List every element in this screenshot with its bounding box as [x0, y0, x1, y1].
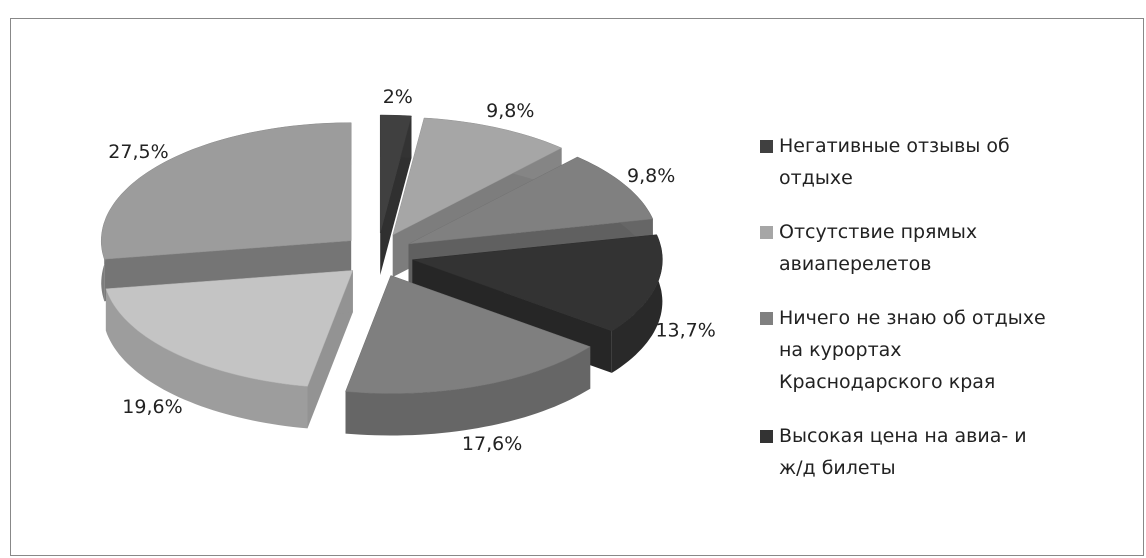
legend-item: Отсутствие прямых авиаперелетов [760, 216, 1050, 280]
slice [379, 114, 412, 234]
legend-label: Отсутствие прямых авиаперелетов [779, 221, 978, 275]
data-label: 2% [383, 86, 413, 108]
data-label: 17,6% [462, 433, 522, 455]
data-label: 27,5% [108, 141, 168, 163]
data-label: 9,8% [486, 100, 534, 122]
slice-wall [345, 346, 591, 436]
legend-label: Негативные отзывы об отдыхе [779, 135, 1010, 189]
slice-group [345, 275, 591, 436]
chart-frame [10, 18, 1144, 556]
slice [408, 156, 654, 245]
legend-swatch [760, 140, 773, 153]
legend-swatch [760, 430, 773, 443]
slice [412, 234, 663, 332]
slice [345, 275, 591, 394]
data-label: 19,6% [122, 396, 182, 418]
legend-label: Ничего не знаю об отдыхе на курортах Кра… [779, 307, 1046, 393]
legend-swatch [760, 226, 773, 239]
slice-wall [611, 234, 663, 373]
data-label: 13,7% [655, 319, 715, 341]
legend-item: Ничего не знаю об отдыхе на курортах Кра… [760, 302, 1050, 398]
data-label: 9,8% [627, 165, 675, 187]
legend-label: Высокая цена на авиа- и ж/д билеты [779, 425, 1027, 479]
slice-group [379, 114, 412, 275]
legend: Негативные отзывы об отдыхе Отсутствие пр… [760, 130, 1050, 506]
legend-item: Высокая цена на авиа- и ж/д билеты [760, 420, 1050, 484]
slice-group [105, 270, 354, 429]
legend-item: Негативные отзывы об отдыхе [760, 130, 1050, 194]
legend-swatch [760, 312, 773, 325]
slice [105, 270, 354, 387]
slice [100, 122, 352, 260]
slice [392, 117, 563, 236]
slice-wall [105, 288, 308, 429]
